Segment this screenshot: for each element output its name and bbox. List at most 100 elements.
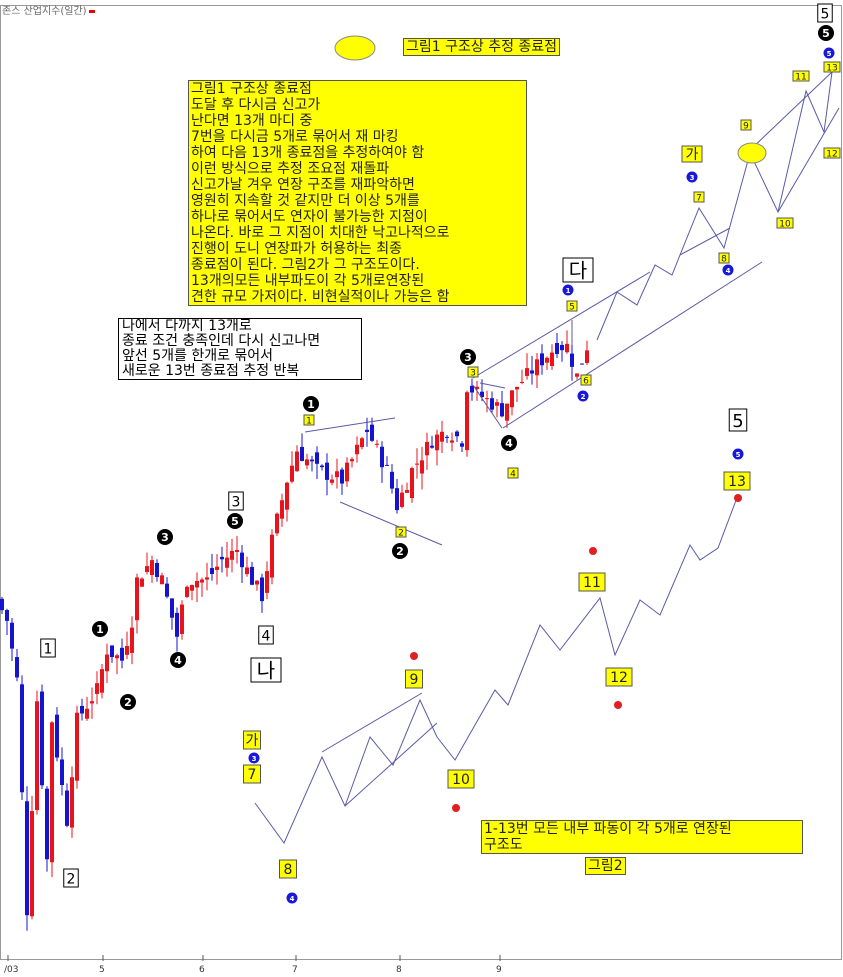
candle-body	[150, 560, 154, 576]
candle-body	[300, 446, 304, 461]
candle-body	[555, 343, 559, 354]
candle-body	[295, 451, 299, 472]
candle-body	[40, 691, 44, 786]
candle-body	[140, 578, 144, 587]
candle-body	[185, 586, 189, 597]
yellow-wave-text: 12	[826, 150, 837, 160]
candle-body	[165, 583, 169, 597]
candle-body	[60, 759, 64, 786]
candle-body	[290, 465, 294, 482]
candle-body	[445, 436, 449, 438]
candle-body	[450, 440, 454, 443]
boxed-wave-label	[63, 868, 79, 888]
candle-body	[570, 353, 574, 367]
wave-circle-label: 3	[252, 755, 257, 763]
wave-circle-label: 4	[174, 654, 182, 667]
yellow-wave-label	[776, 217, 794, 229]
yellow-wave-label	[740, 119, 752, 131]
x-axis: /03 5 6 7 8 9	[4, 955, 502, 975]
wave-circle-label: 3	[464, 351, 472, 364]
wave-circle-label: 4	[505, 437, 513, 450]
candle-body	[350, 459, 354, 462]
candle-body	[220, 556, 224, 560]
highlight-ellipse	[334, 35, 376, 61]
candle-body	[535, 359, 539, 376]
candle-body	[545, 357, 549, 363]
candle-body	[135, 577, 139, 621]
candle-body	[575, 373, 579, 377]
wave-circle-label: 1	[566, 287, 571, 295]
yellow-wave-text: 12	[610, 670, 628, 686]
candle-body	[355, 444, 359, 455]
candle-body	[280, 500, 284, 519]
candle-body	[210, 568, 214, 574]
wave-circle-label: 2	[124, 696, 132, 709]
yellow-wave-label	[718, 252, 730, 264]
candle-body	[465, 392, 469, 451]
candle-body	[550, 352, 554, 367]
candle-body	[225, 557, 229, 568]
figure2-wave	[254, 494, 739, 844]
boxed-wave-label	[562, 257, 594, 283]
candle-body	[340, 469, 344, 484]
candle-body	[175, 612, 179, 637]
candle-body	[460, 443, 464, 447]
boxed-wave-label	[250, 657, 282, 683]
candle-body	[20, 684, 24, 793]
trendline	[339, 501, 443, 546]
yellow-wave-label	[693, 191, 705, 203]
yellow-wave-label	[681, 145, 703, 163]
candle-body	[65, 790, 69, 826]
candle-body	[335, 471, 339, 478]
yellow-wave-text: 8	[284, 862, 293, 878]
candle-body	[240, 552, 244, 568]
wave-circle-blue	[686, 171, 698, 183]
candle-body	[565, 343, 569, 353]
yellow-wave-text: 2	[398, 529, 404, 539]
red-dot-marker	[452, 804, 460, 812]
candle-body	[275, 513, 279, 534]
candle-body	[155, 562, 159, 577]
candle-body	[10, 622, 14, 649]
red-dot-marker	[589, 547, 597, 555]
wave-circle-black	[303, 396, 319, 412]
yellow-wave-label	[566, 300, 578, 312]
wave-lines	[254, 71, 840, 844]
wave-circle-blue	[722, 264, 734, 276]
legend-title: 존스 산업지수(일간)	[2, 6, 87, 17]
candle-body	[560, 344, 564, 351]
wave-circle-black	[92, 621, 108, 637]
yellow-wave-text: 7	[248, 767, 257, 783]
yellow-wave-text: 9	[410, 672, 419, 688]
yellow-wave-text: 11	[795, 73, 806, 83]
candle-body	[90, 701, 94, 704]
wave-circle-black	[501, 435, 517, 451]
candle-body	[75, 712, 79, 781]
yellow-wave-label	[792, 70, 810, 82]
candle-body	[270, 534, 274, 578]
candle-body	[455, 431, 459, 437]
candle-body	[310, 459, 314, 462]
candle-body	[425, 441, 429, 456]
yellow-wave-label-large	[405, 669, 423, 689]
channel-upper	[472, 271, 651, 379]
candle-body	[530, 370, 534, 374]
candle-body	[95, 683, 99, 694]
candle-body	[440, 431, 444, 442]
projection-wave	[596, 71, 833, 341]
trendline	[344, 722, 438, 807]
candle-body	[230, 550, 234, 560]
candle-body	[385, 464, 389, 466]
wave-circle-black	[818, 25, 834, 41]
red-dot-marker	[734, 494, 742, 502]
x-tick-label: 5	[99, 965, 105, 975]
yellow-wave-label	[580, 374, 592, 386]
candle-body	[55, 714, 59, 758]
wave-circle-label: 2	[396, 545, 404, 558]
wave-circle-black	[157, 529, 173, 545]
channel-lower	[502, 261, 763, 429]
wave-circle-label: 4	[726, 267, 731, 275]
candle-body	[515, 386, 519, 390]
candle-body	[315, 452, 319, 464]
candle-body	[540, 353, 544, 366]
